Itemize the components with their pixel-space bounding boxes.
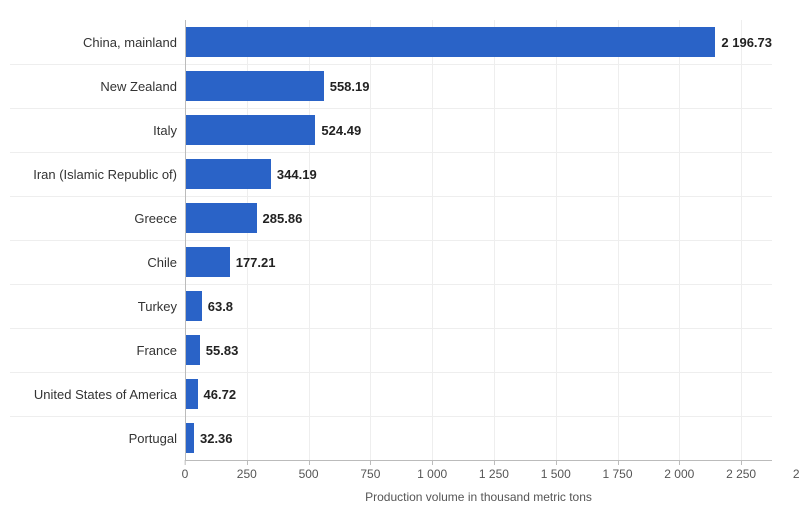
category-label: Chile: [10, 255, 185, 270]
plot-area: China, mainland 2 196.73 New Zealand 558.19…: [10, 20, 772, 460]
value-label: 2 196.73: [721, 35, 772, 50]
category-label: United States of America: [10, 387, 185, 402]
bar[interactable]: [186, 291, 202, 321]
x-axis-label: Production volume in thousand metric ton…: [185, 486, 772, 504]
x-axis: 0 250 500 750 1 000 1 250 1 500 1 750 2 000 2 250…: [185, 460, 772, 486]
bar[interactable]: [186, 27, 715, 57]
bar[interactable]: [186, 71, 324, 101]
bar-area: 2 196.73: [185, 20, 772, 64]
x-tick: 250: [237, 461, 257, 481]
bar-row: Iran (Islamic Republic of) 344.19: [10, 152, 772, 196]
bar-row: Italy 524.49: [10, 108, 772, 152]
bar-row: United States of America 46.72: [10, 372, 772, 416]
bar-row: France 55.83: [10, 328, 772, 372]
category-label: Iran (Islamic Republic of): [10, 167, 185, 182]
bar-area: 524.49: [185, 108, 772, 152]
bar-area: 177.21: [185, 240, 772, 284]
category-label: New Zealand: [10, 79, 185, 94]
x-tick: 0: [182, 461, 189, 481]
bar[interactable]: [186, 247, 230, 277]
value-label: 285.86: [263, 211, 303, 226]
category-label: Portugal: [10, 431, 185, 446]
x-tick: 1 500: [541, 461, 571, 481]
value-label: 524.49: [321, 123, 361, 138]
value-label: 32.36: [200, 431, 233, 446]
bar-row: Chile 177.21: [10, 240, 772, 284]
x-tick: 2 250: [726, 461, 756, 481]
x-tick: 750: [360, 461, 380, 481]
category-label: Turkey: [10, 299, 185, 314]
x-tick: 2 ...: [793, 461, 802, 481]
bar-row: Portugal 32.36: [10, 416, 772, 460]
bar-row: Greece 285.86: [10, 196, 772, 240]
bar[interactable]: [186, 115, 315, 145]
bar[interactable]: [186, 203, 257, 233]
bar-area: 558.19: [185, 64, 772, 108]
bar-area: 285.86: [185, 196, 772, 240]
bar-area: 63.8: [185, 284, 772, 328]
bar-chart: China, mainland 2 196.73 New Zealand 558.19…: [10, 20, 772, 504]
bar-area: 55.83: [185, 328, 772, 372]
x-tick: 500: [299, 461, 319, 481]
bar[interactable]: [186, 335, 200, 365]
x-tick: 1 250: [479, 461, 509, 481]
x-tick: 2 000: [664, 461, 694, 481]
bar[interactable]: [186, 159, 271, 189]
bar-area: 344.19: [185, 152, 772, 196]
bar-row: Turkey 63.8: [10, 284, 772, 328]
bar[interactable]: [186, 379, 198, 409]
category-label: France: [10, 343, 185, 358]
value-label: 55.83: [206, 343, 239, 358]
value-label: 46.72: [204, 387, 237, 402]
bar[interactable]: [186, 423, 194, 453]
category-label: China, mainland: [10, 35, 185, 50]
x-tick: 1 750: [603, 461, 633, 481]
category-label: Italy: [10, 123, 185, 138]
value-label: 63.8: [208, 299, 233, 314]
bar-row: New Zealand 558.19: [10, 64, 772, 108]
bar-area: 46.72: [185, 372, 772, 416]
value-label: 558.19: [330, 79, 370, 94]
value-label: 177.21: [236, 255, 276, 270]
category-label: Greece: [10, 211, 185, 226]
bar-area: 32.36: [185, 416, 772, 460]
x-tick: 1 000: [417, 461, 447, 481]
bar-row: China, mainland 2 196.73: [10, 20, 772, 64]
value-label: 344.19: [277, 167, 317, 182]
